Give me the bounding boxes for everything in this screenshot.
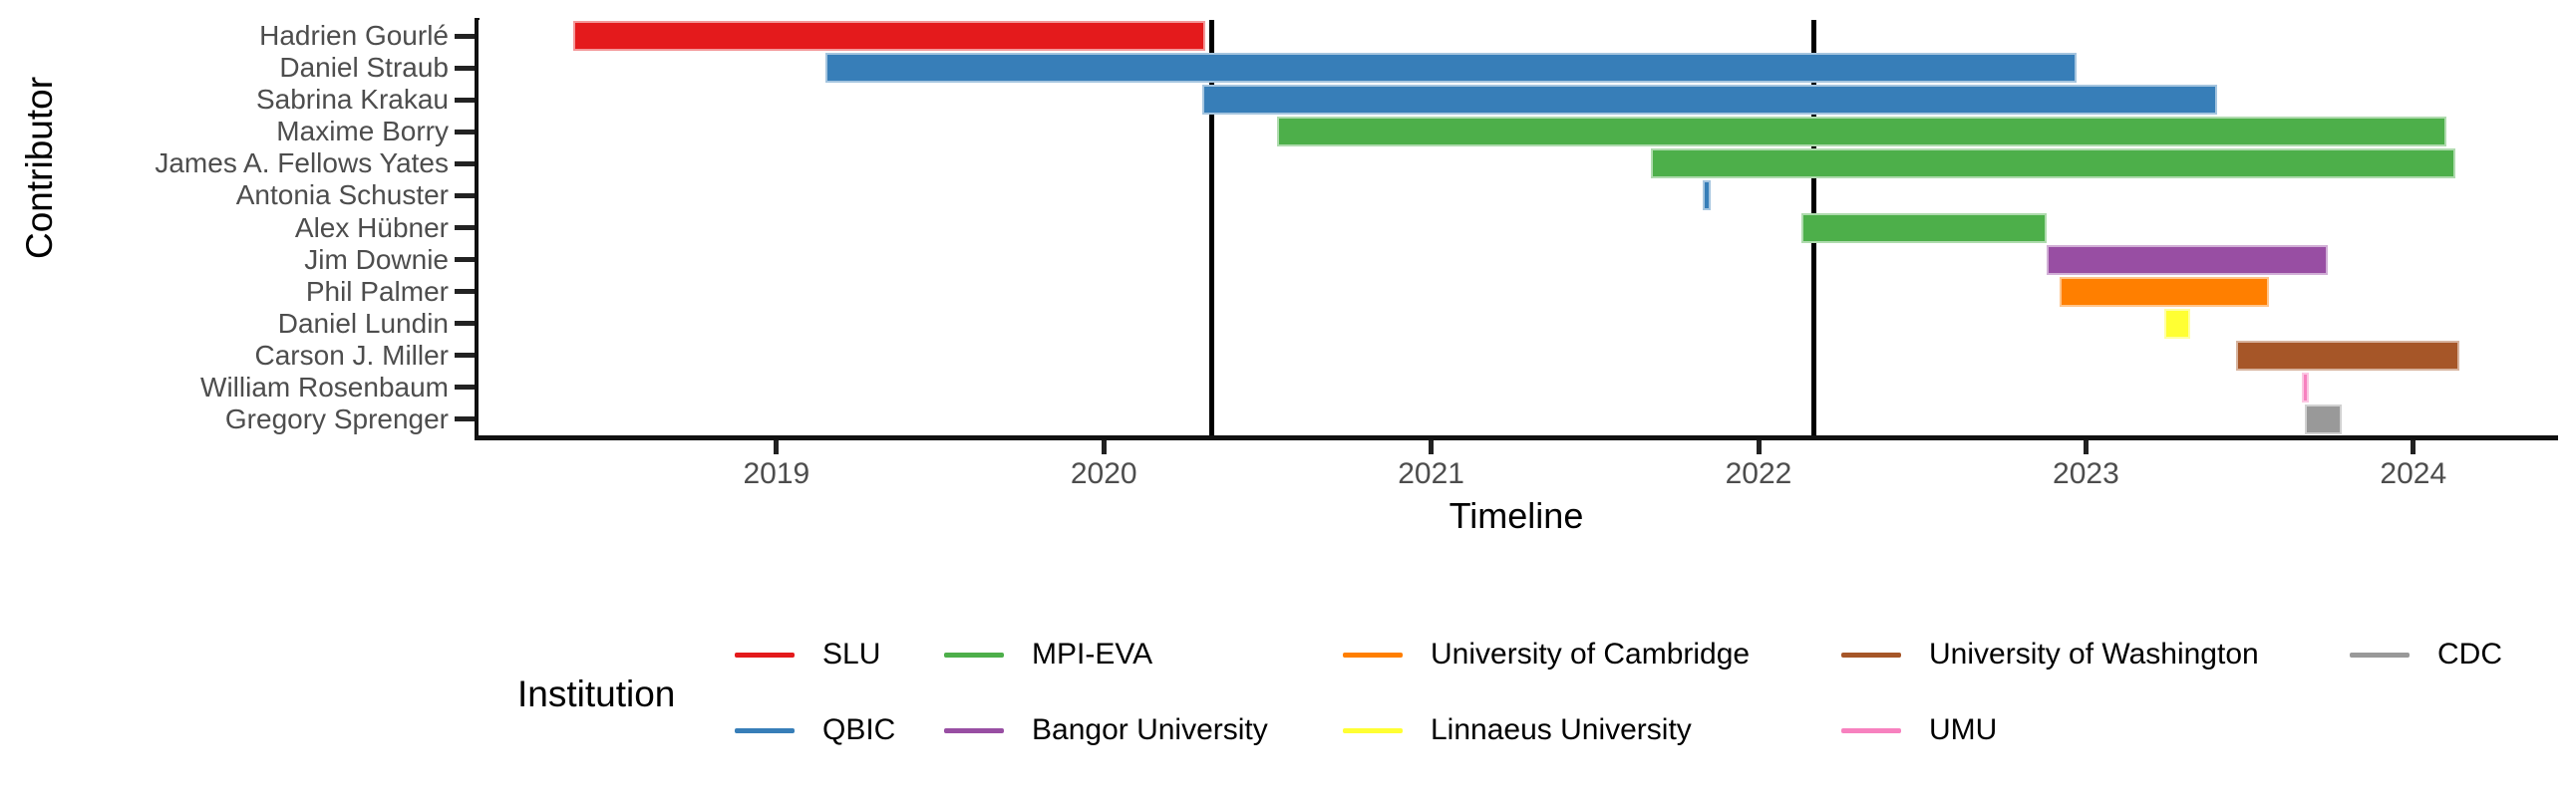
- legend-item: UMU: [1841, 713, 1998, 746]
- legend-label: University of Washington: [1929, 638, 2259, 671]
- legend-title: Institution: [517, 673, 676, 714]
- gantt-bar: [2302, 372, 2310, 403]
- contributor-label: Hadrien Gourlé: [259, 20, 449, 52]
- legend-label: MPI-EVA: [1032, 638, 1153, 671]
- y-tick: [455, 65, 475, 71]
- gantt-bar: [1703, 180, 1712, 211]
- contributor-label: Maxime Borry: [276, 116, 449, 147]
- legend-label: University of Cambridge: [1431, 638, 1751, 671]
- gantt-bar: [2236, 340, 2459, 371]
- contributor-label: Sabrina Krakau: [255, 84, 449, 116]
- y-tick: [455, 353, 475, 359]
- gantt-bar: [1277, 117, 2446, 147]
- legend-item: University of Cambridge: [1343, 638, 1751, 671]
- y-tick: [455, 33, 475, 39]
- legend-item: QBIC: [735, 713, 896, 746]
- gantt-bar: [1800, 212, 2047, 243]
- y-tick: [455, 416, 475, 422]
- x-tick-label: 2020: [1070, 457, 1137, 490]
- legend-key-line: [2350, 652, 2410, 658]
- x-tick: [774, 440, 780, 454]
- y-tick: [455, 192, 475, 198]
- contributor-label: Gregory Sprenger: [224, 403, 449, 434]
- x-tick-label: 2019: [743, 457, 810, 490]
- contributor-label: William Rosenbaum: [200, 371, 449, 403]
- gantt-bar: [573, 21, 1205, 52]
- legend-key-line: [944, 727, 1004, 733]
- y-tick: [455, 257, 475, 263]
- x-tick: [2411, 440, 2416, 454]
- contributor-label: Phil Palmer: [305, 275, 449, 307]
- x-tick-label: 2021: [1398, 457, 1464, 490]
- legend-item: Bangor University: [944, 713, 1268, 746]
- y-tick: [455, 97, 475, 103]
- legend-item: MPI-EVA: [944, 638, 1153, 671]
- gantt-bar: [825, 53, 2077, 84]
- x-tick: [1101, 440, 1107, 454]
- legend-key-line: [1343, 652, 1403, 658]
- y-tick: [455, 289, 475, 295]
- plot-panel: [479, 20, 2554, 435]
- legend-label: UMU: [1929, 713, 1998, 746]
- y-tick: [455, 225, 475, 230]
- y-tick: [455, 160, 475, 166]
- gantt-bar: [1650, 148, 2456, 179]
- gantt-bar: [2046, 244, 2329, 275]
- legend-item: Linnaeus University: [1343, 713, 1692, 746]
- contributor-label: James A. Fellows Yates: [155, 147, 449, 179]
- legend-key-line: [735, 727, 795, 733]
- contributor-label: Alex Hübner: [294, 211, 449, 243]
- legend-item: SLU: [735, 638, 881, 671]
- y-tick: [455, 129, 475, 134]
- legend-key-line: [735, 652, 795, 658]
- contributor-label: Antonia Schuster: [235, 179, 449, 211]
- gantt-bar: [2060, 276, 2270, 307]
- legend-label: SLU: [822, 638, 881, 671]
- legend-key-line: [1343, 727, 1403, 733]
- y-axis-line: [475, 18, 480, 440]
- y-axis-title-text: Contributor: [19, 76, 60, 259]
- legend-label: QBIC: [822, 713, 896, 746]
- x-axis-line: [475, 435, 2558, 440]
- event-line: [1209, 20, 1215, 435]
- y-axis-title: Contributor: [19, 77, 61, 259]
- x-axis-title: Timeline: [1449, 495, 1584, 536]
- legend-key-line: [944, 652, 1004, 658]
- legend-item: CDC: [2350, 638, 2502, 671]
- x-tick-label: 2023: [2053, 457, 2119, 490]
- x-tick: [1756, 440, 1762, 454]
- contributor-label: Jim Downie: [304, 243, 449, 275]
- legend-label: CDC: [2437, 638, 2502, 671]
- contributor-label: Daniel Lundin: [277, 307, 449, 339]
- legend-label: Linnaeus University: [1431, 713, 1692, 746]
- y-tick: [455, 385, 475, 391]
- contributor-label: Daniel Straub: [279, 52, 449, 84]
- y-tick: [455, 321, 475, 327]
- legend-key-line: [1841, 727, 1901, 733]
- x-tick-label: 2022: [1725, 457, 1792, 490]
- gantt-bar: [1201, 85, 2217, 116]
- legend-item: University of Washington: [1841, 638, 2259, 671]
- x-tick: [2083, 440, 2089, 454]
- legend-key-line: [1841, 652, 1901, 658]
- x-tick: [1429, 440, 1435, 454]
- contributor-label: Carson J. Miller: [254, 339, 449, 371]
- gantt-bar: [2164, 308, 2191, 339]
- x-tick-label: 2024: [2380, 457, 2447, 490]
- gantt-bar: [2305, 403, 2342, 434]
- legend-label: Bangor University: [1032, 713, 1268, 746]
